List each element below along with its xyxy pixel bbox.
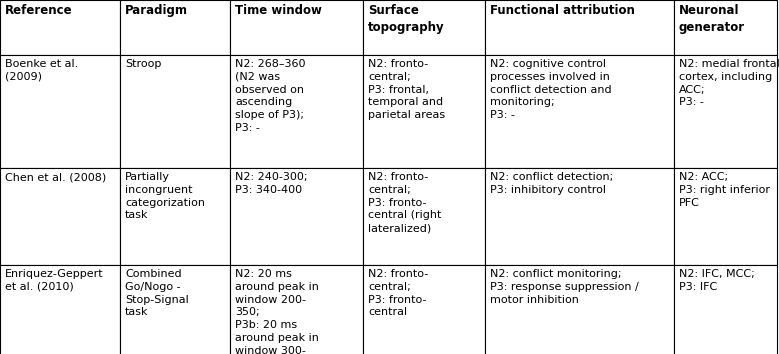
- Bar: [674, 55, 777, 168]
- Bar: [230, 265, 363, 354]
- Text: N2: 240-300;
P3: 340-400: N2: 240-300; P3: 340-400: [235, 172, 308, 195]
- Bar: [674, 168, 777, 265]
- Bar: [230, 0, 363, 55]
- Bar: [120, 168, 230, 265]
- Bar: [363, 168, 485, 265]
- Text: N2: 20 ms
around peak in
window 200-
350;
P3b: 20 ms
around peak in
window 300-: N2: 20 ms around peak in window 200- 350…: [235, 269, 319, 354]
- Bar: [363, 0, 485, 55]
- Text: N2: fronto-
central;
P3: fronto-
central (right
lateralized): N2: fronto- central; P3: fronto- central…: [368, 172, 442, 233]
- Text: Functional attribution: Functional attribution: [490, 4, 635, 17]
- Text: Surface
topography: Surface topography: [368, 4, 445, 34]
- Text: Reference: Reference: [5, 4, 72, 17]
- Bar: [120, 55, 230, 168]
- Bar: [485, 168, 674, 265]
- Text: Stroop: Stroop: [125, 59, 161, 69]
- Bar: [0, 0, 120, 55]
- Bar: [485, 0, 674, 55]
- Bar: [674, 0, 777, 55]
- Text: N2: fronto-
central;
P3: frontal,
temporal and
parietal areas: N2: fronto- central; P3: frontal, tempor…: [368, 59, 445, 120]
- Bar: [0, 168, 120, 265]
- Bar: [0, 265, 120, 354]
- Bar: [230, 168, 363, 265]
- Bar: [363, 265, 485, 354]
- Text: Boenke et al.
(2009): Boenke et al. (2009): [5, 59, 78, 82]
- Text: N2: ACC;
P3: right inferior
PFC: N2: ACC; P3: right inferior PFC: [679, 172, 770, 207]
- Bar: [120, 265, 230, 354]
- Text: N2: conflict detection;
P3: inhibitory control: N2: conflict detection; P3: inhibitory c…: [490, 172, 613, 195]
- Text: N2: medial frontal
cortex, including
ACC;
P3: -: N2: medial frontal cortex, including ACC…: [679, 59, 779, 107]
- Text: N2: cognitive control
processes involved in
conflict detection and
monitoring;
P: N2: cognitive control processes involved…: [490, 59, 612, 120]
- Text: N2: IFC, MCC;
P3: IFC: N2: IFC, MCC; P3: IFC: [679, 269, 755, 292]
- Text: N2: conflict monitoring;
P3: response suppression /
motor inhibition: N2: conflict monitoring; P3: response su…: [490, 269, 639, 304]
- Bar: [230, 55, 363, 168]
- Text: N2: 268–360
(N2 was
observed on
ascending
slope of P3);
P3: -: N2: 268–360 (N2 was observed on ascendin…: [235, 59, 305, 133]
- Text: N2: fronto-
central;
P3: fronto-
central: N2: fronto- central; P3: fronto- central: [368, 269, 428, 318]
- Text: Partially
incongruent
categorization
task: Partially incongruent categorization tas…: [125, 172, 205, 221]
- Text: Chen et al. (2008): Chen et al. (2008): [5, 172, 106, 182]
- Bar: [485, 55, 674, 168]
- Bar: [363, 55, 485, 168]
- Bar: [0, 55, 120, 168]
- Text: Paradigm: Paradigm: [125, 4, 188, 17]
- Bar: [120, 0, 230, 55]
- Bar: [674, 265, 777, 354]
- Bar: [485, 265, 674, 354]
- Text: Enriquez-Geppert
et al. (2010): Enriquez-Geppert et al. (2010): [5, 269, 104, 292]
- Text: Time window: Time window: [235, 4, 322, 17]
- Text: Neuronal
generator: Neuronal generator: [679, 4, 746, 34]
- Text: Combined
Go/Nogo -
Stop-Signal
task: Combined Go/Nogo - Stop-Signal task: [125, 269, 189, 318]
